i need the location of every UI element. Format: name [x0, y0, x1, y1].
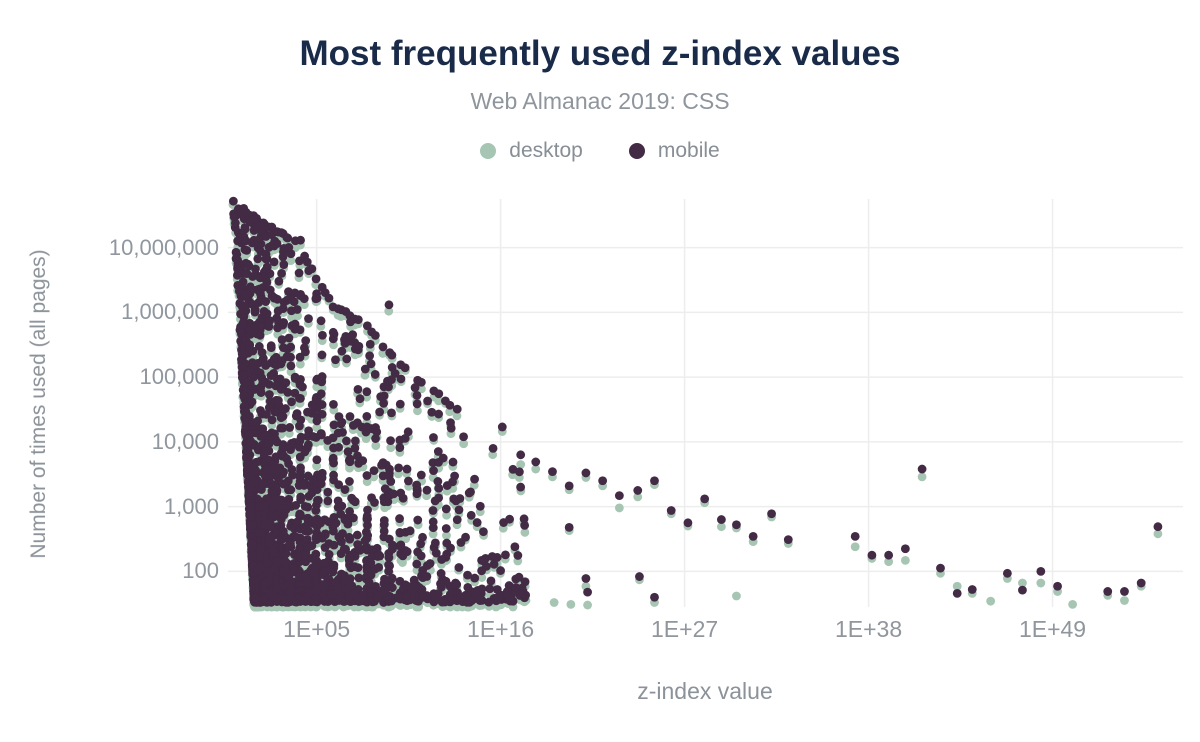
y-axis-title: Number of times used (all pages)	[27, 249, 50, 559]
legend-item-mobile[interactable]: mobile	[628, 139, 720, 163]
y-tick-label: 1,000	[163, 493, 219, 519]
chart-subtitle: Web Almanac 2019: CSS	[470, 88, 730, 114]
y-tick-label: 1,000,000	[121, 299, 219, 325]
x-tick-label: 1E+49	[1018, 616, 1087, 642]
desktop-series-dot-icon	[480, 143, 497, 159]
chart-title: Most frequently used z-index values	[299, 34, 901, 73]
legend-label-desktop: desktop	[509, 139, 583, 162]
y-tick-label: 10,000	[151, 428, 219, 454]
mobile-series-dot-icon	[628, 143, 645, 159]
legend-item-desktop[interactable]: desktop	[480, 139, 583, 163]
y-tick-label: 100,000	[139, 364, 219, 390]
legend-label-mobile: mobile	[657, 139, 720, 162]
y-tick-label: 100	[182, 558, 219, 584]
legend: desktop mobile	[0, 139, 1200, 163]
x-tick-label: 1E+16	[467, 616, 535, 642]
x-axis-title: z-index value	[637, 678, 773, 704]
x-tick-label: 1E+38	[834, 616, 903, 642]
y-tick-label: 10,000,000	[108, 234, 219, 260]
x-tick-label: 1E+27	[651, 616, 719, 642]
x-tick-label: 1E+05	[283, 616, 351, 642]
